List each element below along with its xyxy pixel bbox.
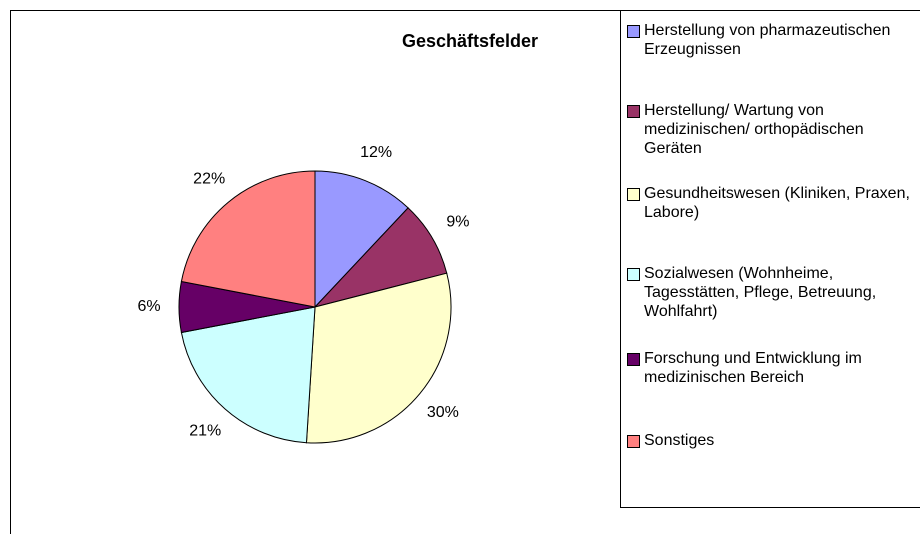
legend-item: Sozialwesen (Wohnheime, Tagesstätten, Pf… <box>627 264 919 321</box>
legend-swatch <box>627 25 640 38</box>
legend-swatch <box>627 105 640 118</box>
legend-label: Gesundheitswesen (Kliniken, Praxen, Labo… <box>644 185 910 221</box>
data-label: 12% <box>360 144 392 161</box>
data-label: 21% <box>189 423 221 440</box>
pie-slice <box>180 170 316 308</box>
data-label: 6% <box>137 298 160 315</box>
pie-slice <box>180 306 316 444</box>
legend-label: Sozialwesen (Wohnheime, Tagesstätten, Pf… <box>644 265 877 320</box>
legend-item: Gesundheitswesen (Kliniken, Praxen, Labo… <box>627 184 919 222</box>
chart-title: Geschäftsfelder <box>402 31 538 51</box>
legend-label: Herstellung/ Wartung von medizinischen/ … <box>644 102 864 157</box>
legend-item: Herstellung von pharmazeutischen Erzeugn… <box>627 21 919 59</box>
legend-label: Forschung und Entwicklung im medizinisch… <box>644 350 862 386</box>
legend: Herstellung von pharmazeutischen Erzeugn… <box>620 10 920 508</box>
data-label: 22% <box>193 170 225 187</box>
pie-slice <box>305 272 452 444</box>
legend-item: Forschung und Entwicklung im medizinisch… <box>627 349 919 387</box>
legend-label: Sonstiges <box>644 432 715 449</box>
legend-item: Sonstiges <box>627 431 919 450</box>
legend-swatch <box>627 353 640 366</box>
legend-label: Herstellung von pharmazeutischen Erzeugn… <box>644 22 891 58</box>
legend-swatch <box>627 268 640 281</box>
data-label: 9% <box>446 214 469 231</box>
legend-item: Herstellung/ Wartung von medizinischen/ … <box>627 101 919 158</box>
legend-swatch <box>627 188 640 201</box>
data-label: 30% <box>427 404 459 421</box>
pie-slice <box>314 170 409 309</box>
legend-swatch <box>627 435 640 448</box>
